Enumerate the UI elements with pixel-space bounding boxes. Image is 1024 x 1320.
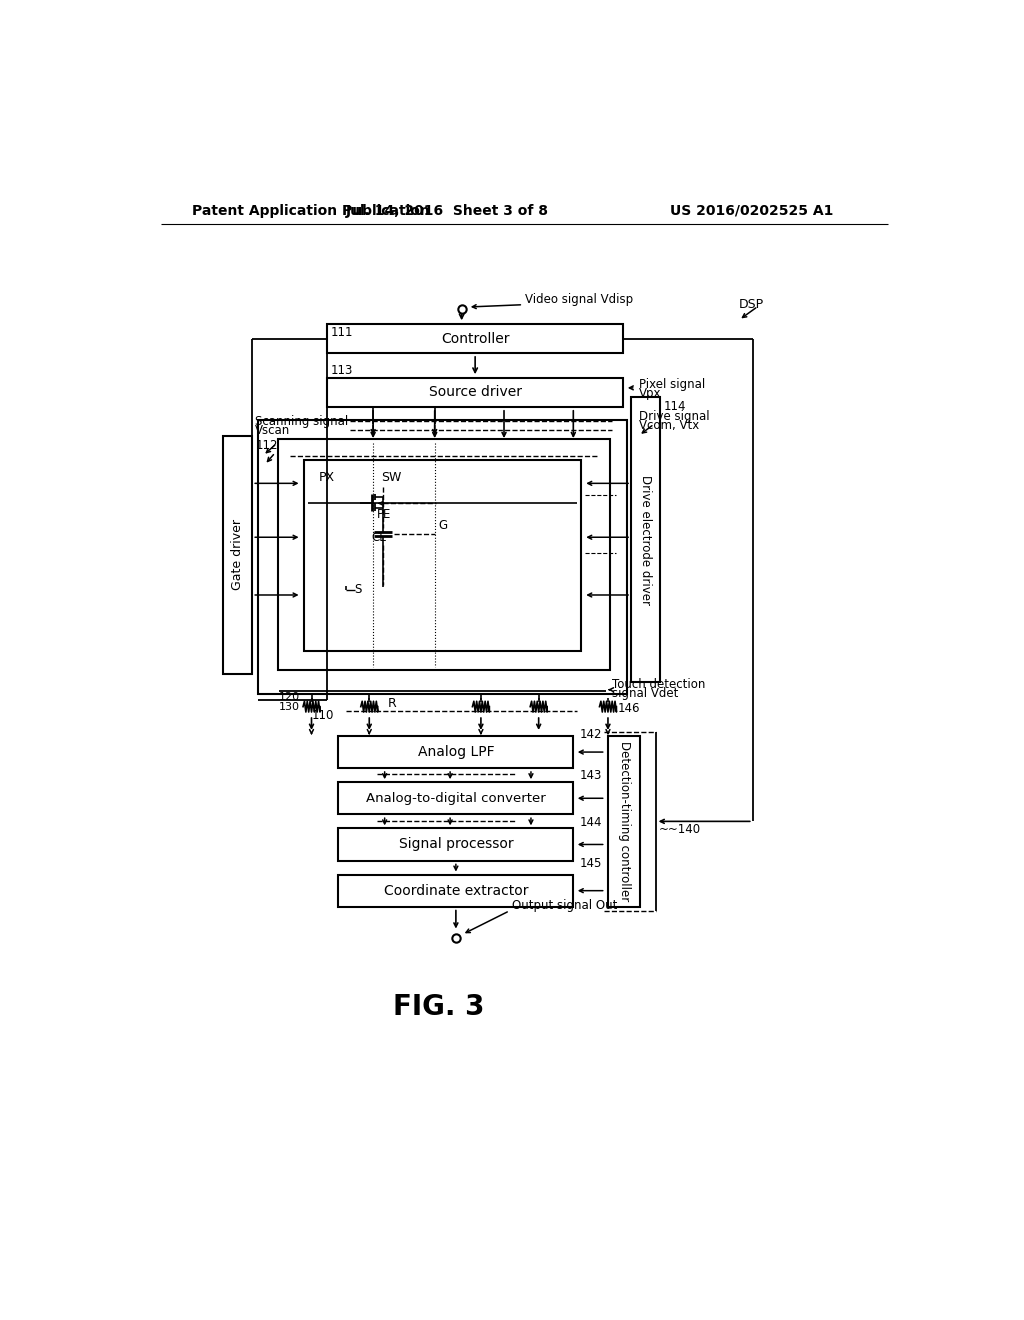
Text: R: R (388, 697, 396, 710)
Text: Analog-to-digital converter: Analog-to-digital converter (366, 792, 546, 805)
Bar (339, 829, 573, 861)
Text: Coordinate extractor: Coordinate extractor (384, 883, 528, 898)
Text: 114: 114 (664, 400, 686, 413)
Text: CE: CE (372, 531, 387, 544)
Text: Drive electrode driver: Drive electrode driver (639, 475, 652, 605)
Bar (339, 781, 573, 814)
Bar (327, 323, 624, 354)
Text: 111: 111 (331, 326, 353, 339)
Text: Analog LPF: Analog LPF (418, 744, 495, 759)
Text: Touch detection: Touch detection (611, 677, 706, 690)
Text: Video signal Vdisp: Video signal Vdisp (524, 293, 633, 306)
Text: PX: PX (319, 471, 335, 483)
Text: Source driver: Source driver (429, 385, 521, 400)
Bar (327, 378, 624, 407)
Text: signal Vdet: signal Vdet (611, 686, 678, 700)
Bar (339, 737, 573, 768)
Text: 110: 110 (311, 709, 334, 722)
Text: Jul. 14, 2016  Sheet 3 of 8: Jul. 14, 2016 Sheet 3 of 8 (346, 203, 549, 218)
Text: Output signal Out: Output signal Out (512, 899, 617, 912)
Text: Pixel signal: Pixel signal (639, 378, 705, 391)
Text: 143: 143 (580, 770, 602, 783)
Bar (304, 461, 581, 651)
Text: FIG. 3: FIG. 3 (393, 993, 484, 1020)
Text: Controller: Controller (441, 331, 509, 346)
Text: 120: 120 (280, 693, 300, 702)
Text: Vpx: Vpx (639, 387, 662, 400)
Text: Vcom, Vtx: Vcom, Vtx (639, 418, 699, 432)
Bar (279, 440, 609, 671)
Text: Gate driver: Gate driver (231, 520, 244, 590)
Text: Patent Application Publication: Patent Application Publication (193, 203, 430, 218)
Bar (258, 420, 628, 693)
Text: SW: SW (381, 471, 401, 483)
Text: 146: 146 (617, 702, 640, 715)
Text: 130: 130 (280, 702, 300, 711)
Text: 144: 144 (580, 816, 602, 829)
Bar (631, 397, 660, 682)
Text: Detection-timing controller: Detection-timing controller (617, 742, 631, 902)
Text: Scanning signal: Scanning signal (255, 416, 348, 428)
Text: US 2016/0202525 A1: US 2016/0202525 A1 (670, 203, 833, 218)
Text: 112: 112 (255, 438, 278, 451)
Text: 145: 145 (580, 857, 602, 870)
Text: PE: PE (377, 508, 391, 520)
Text: 142: 142 (580, 727, 602, 741)
Text: Vscan: Vscan (255, 425, 291, 437)
Bar (608, 737, 640, 907)
Text: G: G (438, 519, 447, 532)
Text: ~~140: ~~140 (658, 822, 700, 836)
Text: Drive signal: Drive signal (639, 409, 710, 422)
Bar (223, 436, 252, 675)
Text: DSP: DSP (739, 298, 764, 312)
Text: 113: 113 (331, 363, 353, 376)
Text: S: S (354, 583, 361, 597)
Bar (339, 875, 573, 907)
Text: Signal processor: Signal processor (398, 837, 513, 851)
